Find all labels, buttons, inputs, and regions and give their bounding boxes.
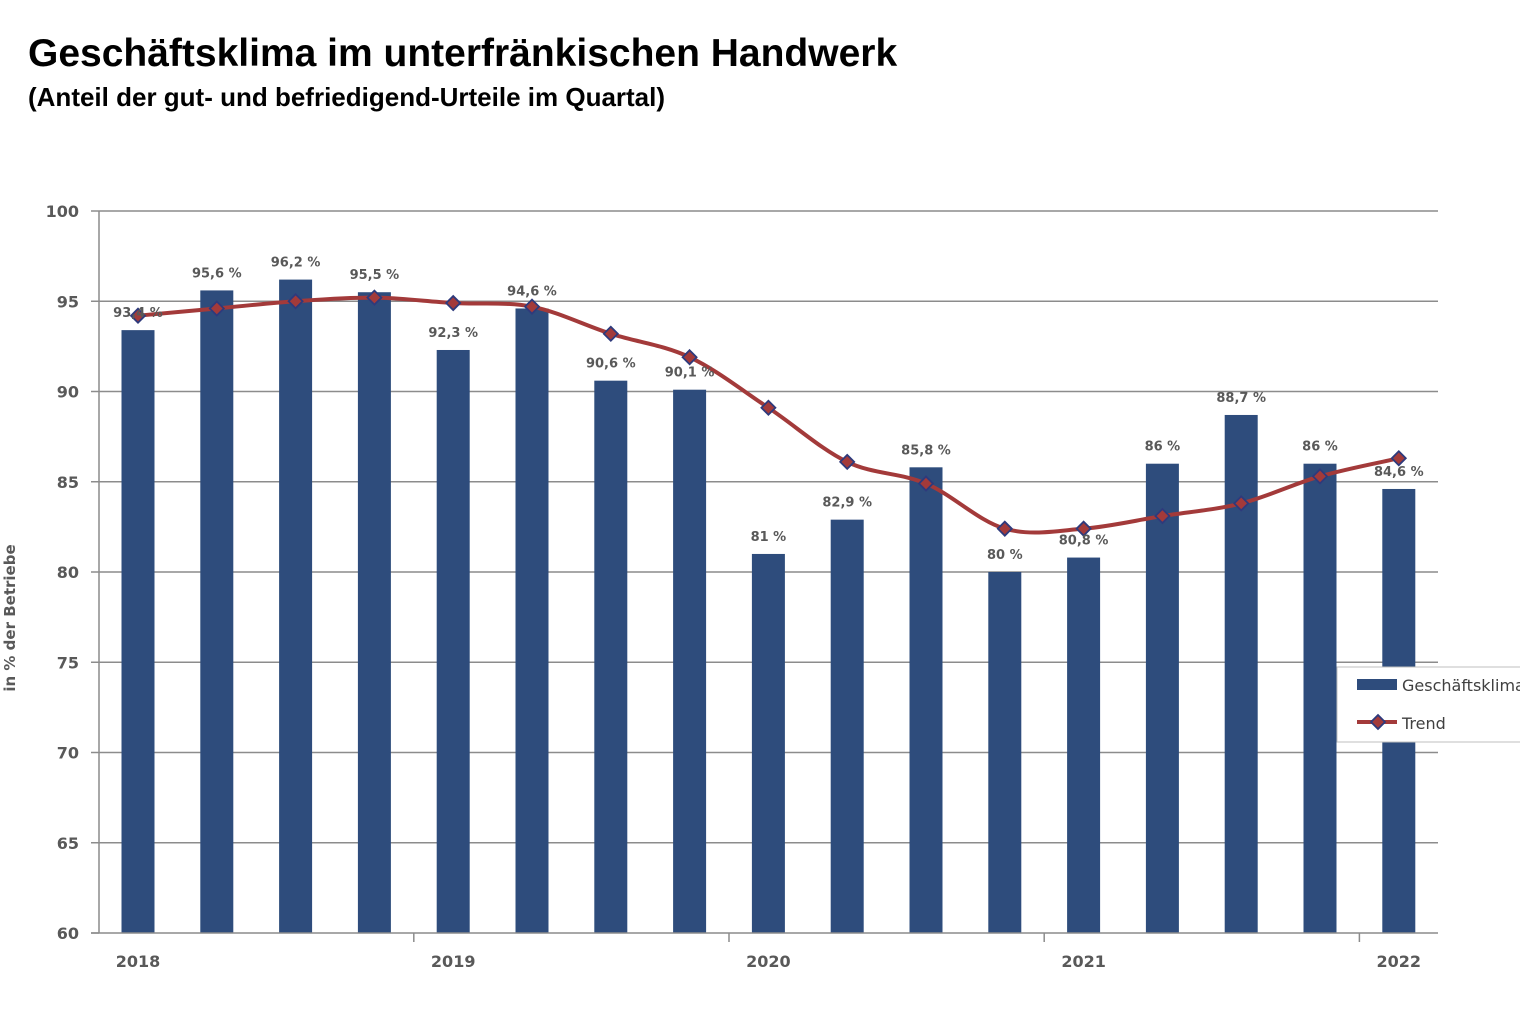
data-label: 93,4 % bbox=[113, 306, 163, 321]
bar bbox=[1145, 463, 1179, 933]
bar bbox=[594, 380, 628, 933]
data-label: 88,7 % bbox=[1216, 391, 1266, 406]
legend-marker bbox=[1369, 713, 1387, 731]
bar bbox=[515, 308, 549, 934]
bar bbox=[357, 292, 391, 934]
bar bbox=[988, 572, 1022, 933]
axes: 60 65 70 75 80 85 90 95 100 2018 2019 2020 2021 2022 bbox=[46, 202, 1438, 971]
y-tick-label: 65 bbox=[57, 834, 79, 853]
y-tick-label: 90 bbox=[57, 383, 79, 402]
trend-marker bbox=[444, 294, 462, 312]
data-label: 82,9 % bbox=[822, 496, 872, 511]
trend-marker bbox=[523, 298, 541, 315]
data-label: 90,1 % bbox=[665, 366, 715, 381]
y-axis-label: in % der Betriebe bbox=[1, 544, 19, 691]
chart-subtitle: (Anteil der gut- und befriedigend-Urteil… bbox=[28, 82, 666, 112]
trend-marker bbox=[287, 292, 304, 310]
legend-label-line: Trend bbox=[1401, 714, 1446, 733]
trend-marker bbox=[760, 399, 777, 417]
x-tick-label: 2018 bbox=[116, 952, 161, 971]
bar bbox=[436, 349, 470, 933]
trend-marker bbox=[681, 348, 698, 366]
data-label: 81 % bbox=[751, 530, 787, 545]
data-label: 90,6 % bbox=[586, 357, 636, 372]
bar bbox=[200, 290, 234, 933]
y-tick-label: 85 bbox=[57, 473, 79, 492]
trend-marker bbox=[129, 307, 147, 324]
legend-label-bar: Geschäftsklima bbox=[1402, 676, 1520, 695]
bar bbox=[121, 330, 155, 933]
y-tick-label: 100 bbox=[46, 202, 79, 221]
data-label: 86 % bbox=[1302, 440, 1338, 455]
bar bbox=[673, 389, 707, 933]
trend-marker bbox=[1390, 450, 1408, 467]
data-label: 84,6 % bbox=[1374, 465, 1424, 480]
trend-marker bbox=[208, 300, 226, 317]
y-tick-label: 95 bbox=[57, 292, 79, 311]
chart-title: Geschäftsklima im unterfränkischen Handw… bbox=[28, 32, 898, 75]
legend-swatch-bar bbox=[1357, 679, 1397, 690]
y-tick-label: 60 bbox=[57, 924, 79, 943]
x-tick-label: 2022 bbox=[1377, 952, 1422, 971]
bar bbox=[751, 553, 785, 933]
trend-series bbox=[129, 289, 1408, 537]
trend-marker bbox=[1232, 495, 1250, 512]
trend-marker bbox=[1311, 468, 1329, 485]
data-label: 94,6 % bbox=[507, 284, 557, 299]
trend-marker bbox=[1154, 507, 1171, 525]
bar bbox=[1067, 557, 1101, 933]
y-tick-label: 75 bbox=[57, 653, 79, 672]
bar bbox=[909, 467, 943, 933]
bar-series bbox=[121, 279, 1416, 934]
y-tick-label: 80 bbox=[57, 563, 79, 582]
x-tick-label: 2019 bbox=[431, 952, 476, 971]
data-label: 96,2 % bbox=[271, 256, 321, 271]
bar bbox=[279, 279, 313, 934]
x-tick-label: 2020 bbox=[746, 952, 791, 971]
trend-marker bbox=[1075, 520, 1092, 537]
data-label: 80,8 % bbox=[1059, 534, 1109, 549]
legend: Geschäftsklima Trend bbox=[1336, 666, 1520, 743]
data-label: 86 % bbox=[1145, 440, 1181, 455]
data-label: 95,5 % bbox=[350, 268, 400, 283]
data-labels: 93,4 % 95,6 % 96,2 % 95,5 % 92,3 % 94,6 % 90,6… bbox=[113, 256, 1423, 563]
data-label: 92,3 % bbox=[428, 326, 478, 341]
bar bbox=[1303, 463, 1337, 933]
data-label: 95,6 % bbox=[192, 266, 242, 281]
trend-marker bbox=[996, 520, 1014, 537]
y-tick-label: 70 bbox=[57, 744, 79, 763]
trend-marker bbox=[602, 325, 620, 343]
trend-marker bbox=[917, 475, 935, 492]
data-label: 85,8 % bbox=[901, 443, 951, 458]
x-tick-label: 2021 bbox=[1061, 952, 1106, 971]
data-label: 80 % bbox=[987, 548, 1023, 563]
bar bbox=[1224, 414, 1258, 934]
trend-marker bbox=[838, 453, 856, 471]
bar bbox=[830, 519, 864, 933]
trend-marker bbox=[366, 289, 383, 306]
